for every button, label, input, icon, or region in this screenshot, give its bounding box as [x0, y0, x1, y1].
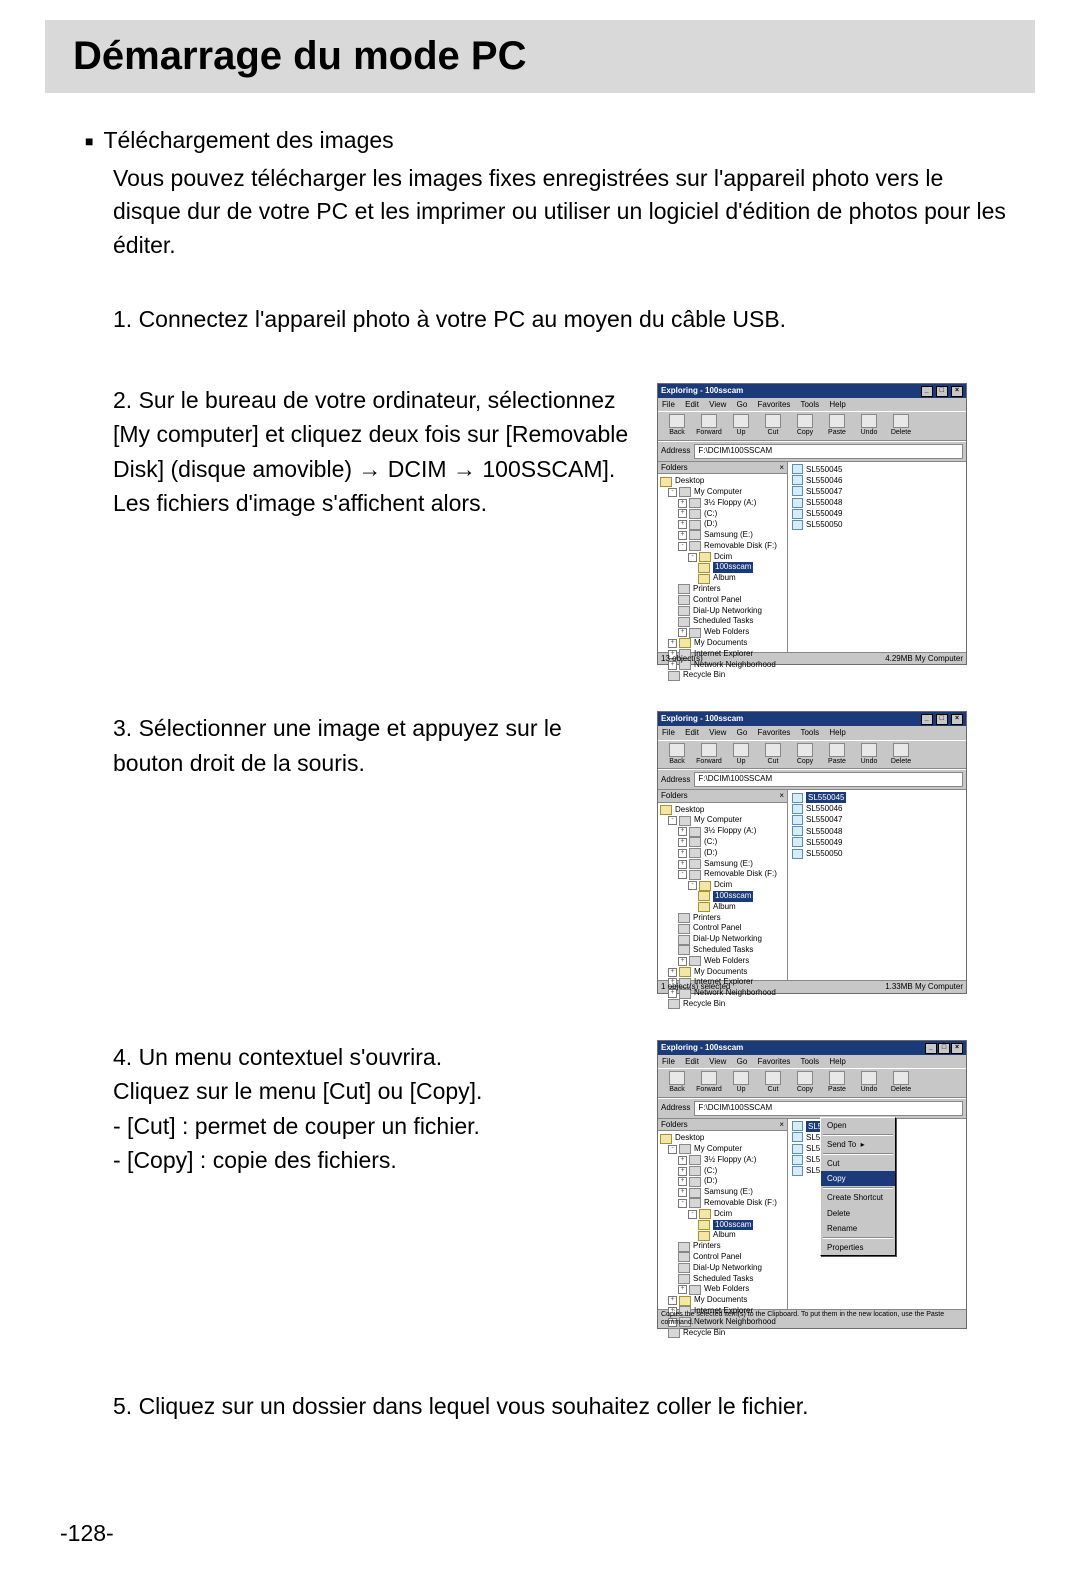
menu-view: View [709, 400, 726, 409]
tb-forward: Forward [693, 413, 725, 438]
window-controls: _ □ × [920, 713, 963, 725]
window-controls: _ □ × [920, 385, 963, 397]
close-icon: × [951, 386, 963, 397]
step-2: 2. Sur le bureau de votre ordinateur, sé… [113, 383, 1035, 666]
explorer-addressbar: Address F:\DCIM\100SSCAM [658, 441, 966, 462]
maximize-icon: □ [936, 714, 948, 725]
title-band: Démarrage du mode PC [45, 20, 1035, 93]
context-menu: Open Send To ▸ Cut Copy Create Shortcut … [820, 1117, 896, 1257]
ctx-cut: Cut [821, 1156, 895, 1171]
menu-favorites: Favorites [758, 400, 791, 409]
ctx-copy: Copy [821, 1171, 895, 1186]
step-4-text: 4. Un menu contextuel s'ouvrira. Cliquez… [113, 1040, 633, 1178]
ctx-rename: Rename [821, 1221, 895, 1236]
explorer-tree: Folders× Desktop -My Computer +3½ Floppy… [658, 462, 788, 652]
step-3-text: 3. Sélectionner une image et appuyez sur… [113, 711, 633, 780]
status-left: 13 object(s) [661, 654, 703, 664]
bullet-icon: ■ [85, 133, 93, 149]
explorer-toolbar: Back Forward Up Cut Copy Paste Undo Dele… [658, 740, 966, 769]
tb-copy: Copy [789, 413, 821, 438]
explorer-menubar: File Edit View Go Favorites Tools Help [658, 726, 966, 740]
tree-close-icon: × [779, 463, 784, 473]
explorer-body: Folders× Desktop -My Computer +3½ Floppy… [658, 1119, 966, 1309]
explorer-files: SL550045 SL550046 SL550047 SL550048 SL55… [788, 462, 966, 652]
menu-tools: Tools [800, 400, 819, 409]
tb-undo: Undo [853, 413, 885, 438]
explorer-toolbar: Back Forward Up Cut Copy Paste Undo Dele… [658, 1068, 966, 1097]
explorer-tree: Folders× Desktop -My Computer +3½ Floppy… [658, 1119, 788, 1309]
menu-edit: Edit [685, 400, 699, 409]
explorer-files: SL550045 SL550046 SL550047 SL550048 SL55… [788, 790, 966, 980]
explorer-toolbar: Back Forward Up Cut Copy Paste Undo Dele… [658, 411, 966, 440]
explorer-body: Folders× Desktop -My Computer +3½ Floppy… [658, 790, 966, 980]
minimize-icon: _ [921, 714, 933, 725]
minimize-icon: _ [921, 386, 933, 397]
explorer-addressbar: Address F:\DCIM\100SSCAM [658, 769, 966, 790]
step-4: 4. Un menu contextuel s'ouvrira. Cliquez… [113, 1040, 1035, 1330]
section-heading: Téléchargement des images [103, 127, 393, 154]
explorer-addressbar: Address F:\DCIM\100SSCAM [658, 1098, 966, 1119]
explorer-title: Exploring - 100sscam [661, 714, 743, 724]
status-right: 4.29MB My Computer [885, 654, 963, 664]
step-1-text: 1. Connectez l'appareil photo à votre PC… [113, 302, 1013, 337]
tb-back: Back [661, 413, 693, 438]
explorer-files: SL55 SL55 SL55 SL55 SL55 Open Send To ▸ … [788, 1119, 966, 1309]
explorer-tree: Folders× Desktop -My Computer +3½ Floppy… [658, 790, 788, 980]
menu-help: Help [829, 400, 845, 409]
section-heading-row: ■ Téléchargement des images [85, 127, 1035, 154]
ctx-delete: Delete [821, 1206, 895, 1221]
page-number: -128- [60, 1520, 114, 1547]
page-title: Démarrage du mode PC [73, 34, 1007, 79]
address-label: Address [661, 446, 690, 456]
explorer-menubar: File Edit View Go Favorites Tools Help [658, 1055, 966, 1069]
tb-paste: Paste [821, 413, 853, 438]
arrow-icon: ▸ [861, 1140, 865, 1149]
explorer-statusbar: Copies the selected item(s) to the Clipb… [658, 1309, 966, 1329]
menu-go: Go [737, 400, 748, 409]
explorer-menubar: File Edit View Go Favorites Tools Help [658, 398, 966, 412]
explorer-titlebar: Exploring - 100sscam _□× [658, 1041, 966, 1055]
section-intro: Vous pouvez télécharger les images fixes… [113, 162, 1013, 262]
explorer-title: Exploring - 100sscam [661, 386, 743, 396]
explorer-screenshot-2: Exploring - 100sscam _ □ × File Edit Vie… [657, 711, 967, 994]
explorer-titlebar: Exploring - 100sscam _ □ × [658, 384, 966, 398]
explorer-screenshot-3: Exploring - 100sscam _□× File Edit View … [657, 1040, 967, 1330]
address-value: F:\DCIM\100SSCAM [694, 444, 963, 459]
tree-header: Folders× [658, 462, 787, 475]
step-2-text: 2. Sur le bureau de votre ordinateur, sé… [113, 383, 633, 521]
ctx-shortcut: Create Shortcut [821, 1190, 895, 1205]
step-1: 1. Connectez l'appareil photo à votre PC… [113, 302, 1035, 337]
ctx-open: Open [821, 1118, 895, 1133]
explorer-statusbar: 1 object(s) selected 1.33MB My Computer [658, 980, 966, 993]
page: Démarrage du mode PC ■ Téléchargement de… [0, 0, 1080, 1585]
menu-file: File [662, 400, 675, 409]
explorer-screenshot-1: Exploring - 100sscam _ □ × File Edit Vie… [657, 383, 967, 666]
tb-cut: Cut [757, 413, 789, 438]
close-icon: × [951, 714, 963, 725]
ctx-properties: Properties [821, 1240, 895, 1255]
ctx-sendto: Send To ▸ [821, 1137, 895, 1152]
tree-body: Desktop -My Computer +3½ Floppy (A:) +(C… [658, 474, 787, 683]
maximize-icon: □ [936, 386, 948, 397]
step-5-text: 5. Cliquez sur un dossier dans lequel vo… [113, 1389, 1035, 1424]
tb-up: Up [725, 413, 757, 438]
explorer-body: Folders× Desktop -My Computer +3½ Floppy… [658, 462, 966, 652]
explorer-titlebar: Exploring - 100sscam _ □ × [658, 712, 966, 726]
tb-delete: Delete [885, 413, 917, 438]
step-3: 3. Sélectionner une image et appuyez sur… [113, 711, 1035, 994]
